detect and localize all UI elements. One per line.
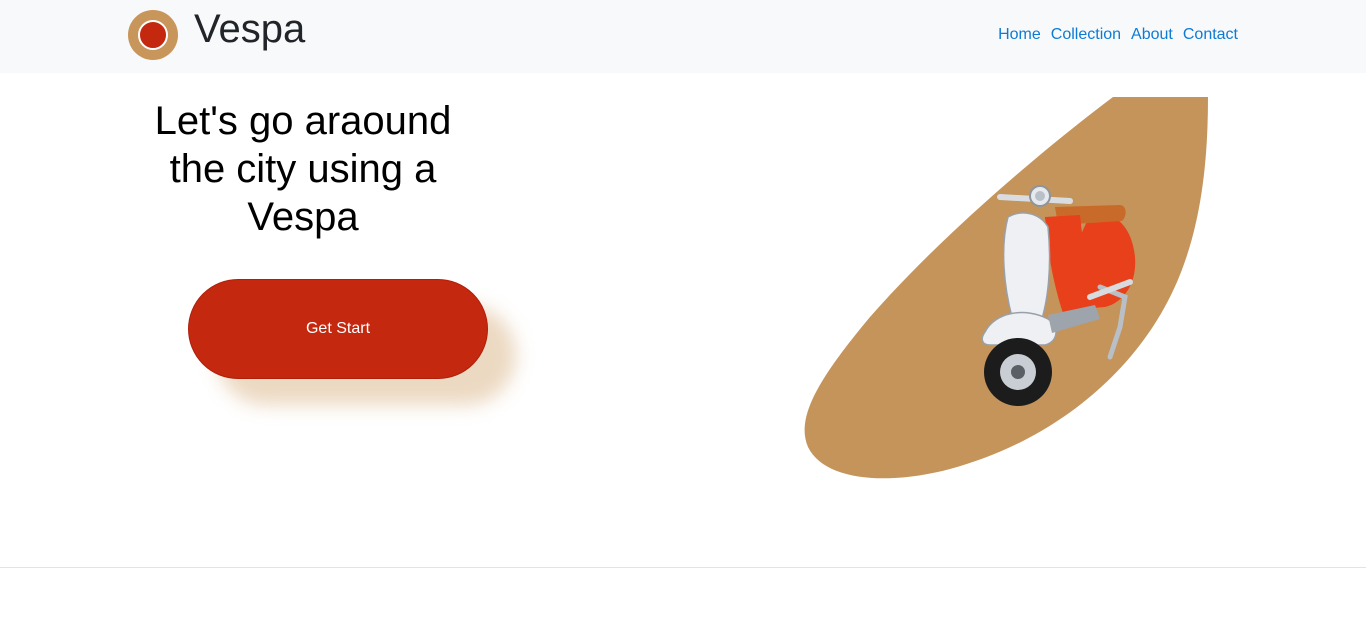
nav-menu: Home Collection About Contact	[998, 24, 1238, 46]
hero-illustration	[804, 97, 1208, 479]
nav-link-collection[interactable]: Collection	[1050, 26, 1122, 43]
brand-link[interactable]: Vespa	[128, 7, 306, 60]
nav-link-home[interactable]: Home	[998, 26, 1041, 43]
brand-name: Vespa	[194, 7, 306, 51]
nav-item-contact: Contact	[1183, 24, 1238, 46]
scooter-icon	[981, 185, 1136, 406]
nav-link-about[interactable]: About	[1131, 26, 1173, 43]
hero-title: Let's go araound the city using a Vespa	[154, 99, 452, 239]
nav-link-contact[interactable]: Contact	[1182, 26, 1238, 43]
logo-inner-circle	[138, 20, 168, 50]
vespa-logo-icon	[128, 10, 178, 60]
nav-item-home: Home	[998, 24, 1041, 46]
navbar: Vespa Home Collection About Contact	[0, 0, 1366, 73]
nav-item-collection: Collection	[1051, 24, 1121, 46]
section-divider	[0, 567, 1366, 568]
nav-item-about: About	[1131, 24, 1173, 46]
get-start-button[interactable]: Get Start	[188, 279, 488, 379]
